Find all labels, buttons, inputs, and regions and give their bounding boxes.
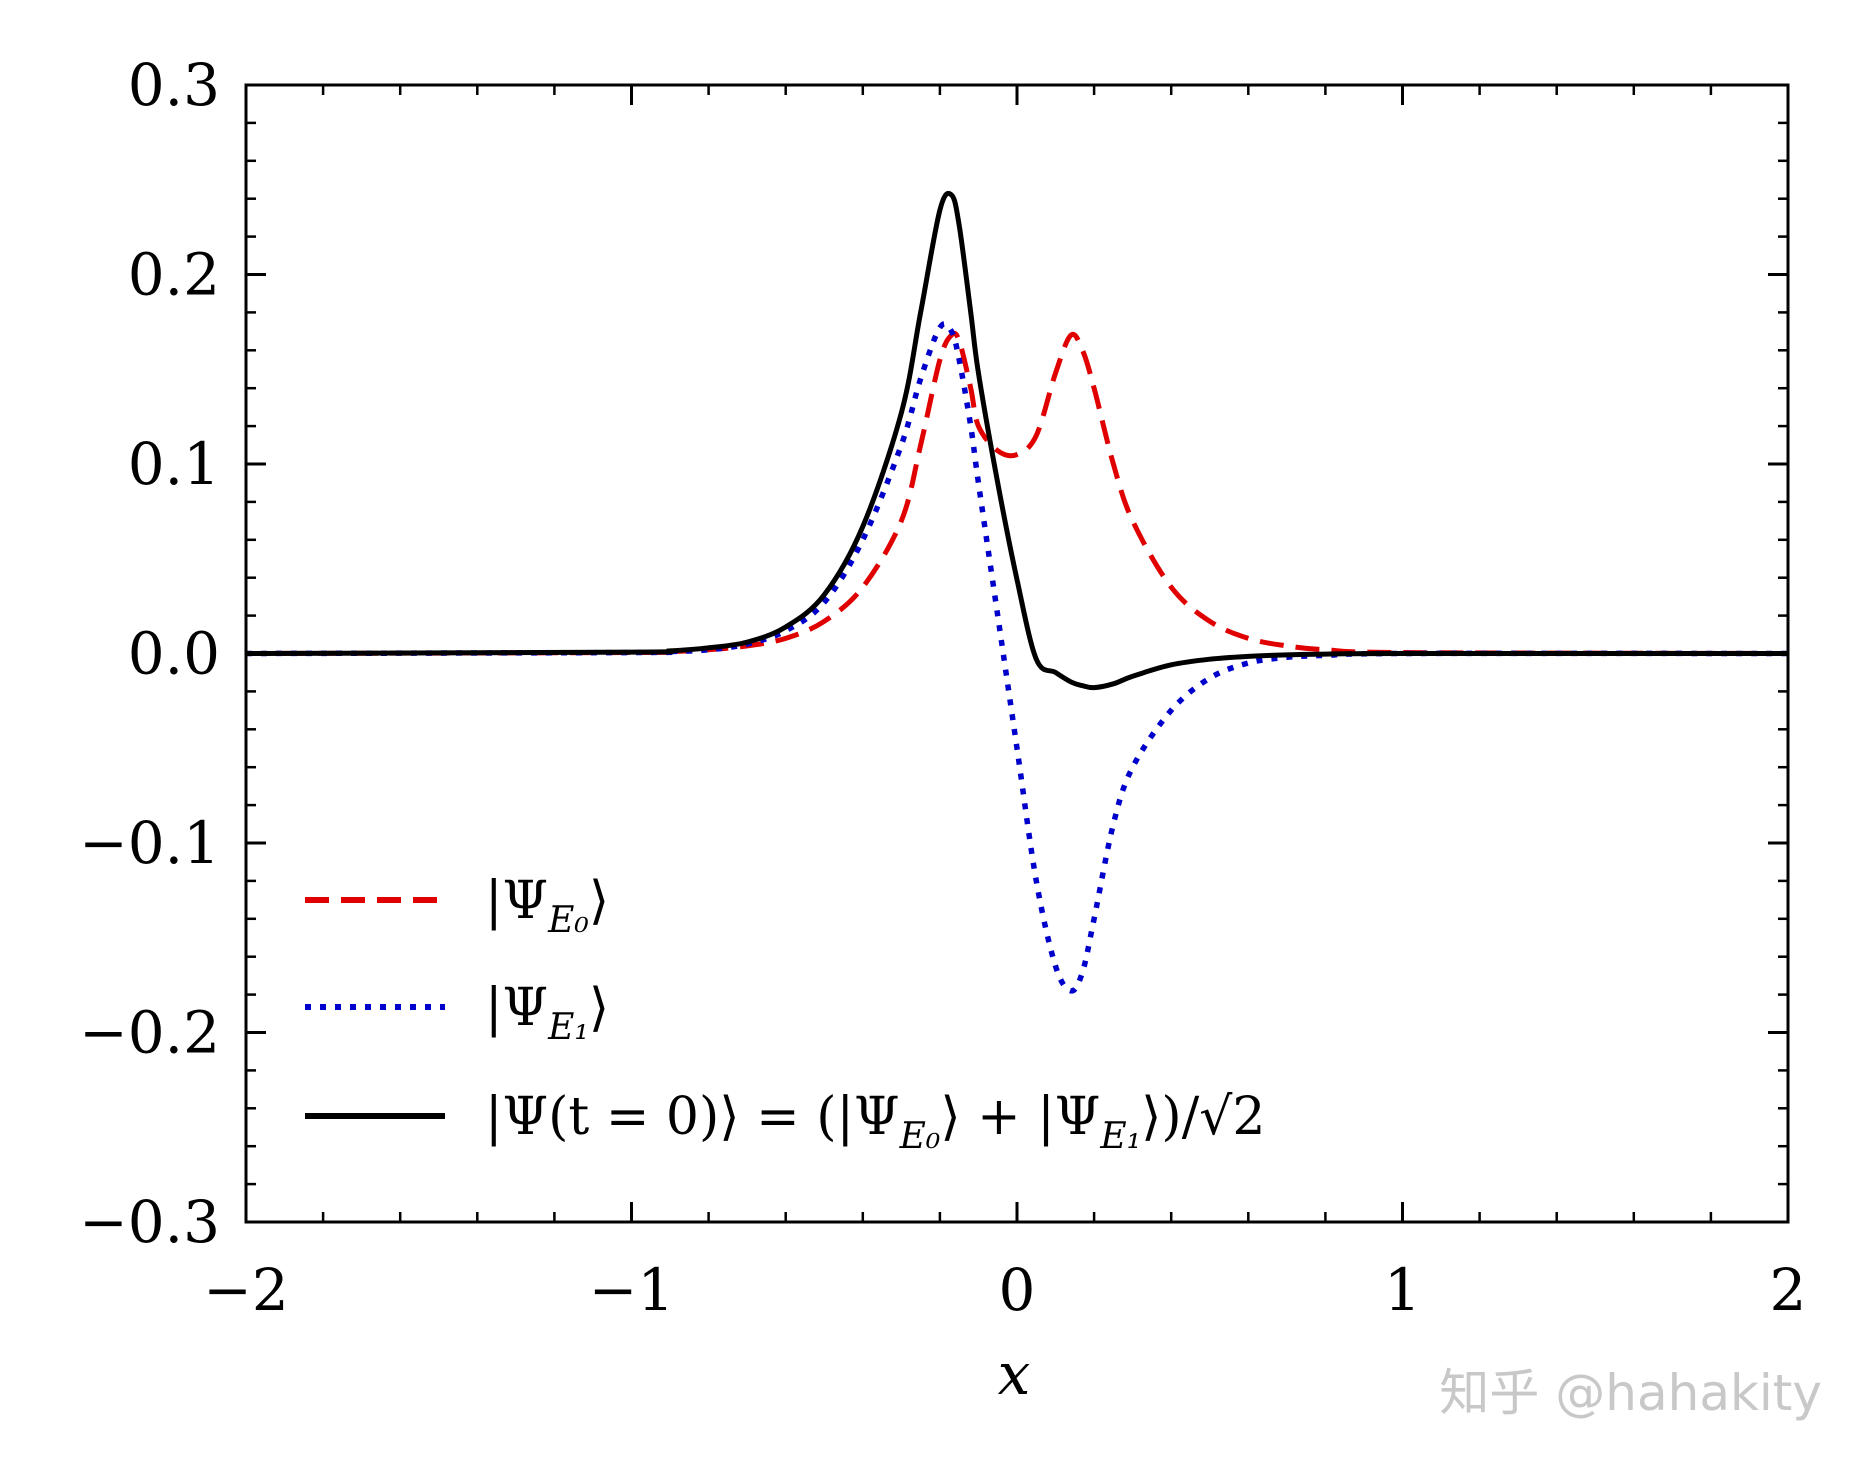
- plot-frame: [244, 83, 1790, 1224]
- legend-label-superposition: |Ψ(t = 0)⟩ = (|ΨE₀⟩ + |ΨE₁⟩)/√2: [485, 1087, 1265, 1157]
- x-tick-labels: −2 −1 0 1 2: [203, 1256, 1806, 1324]
- series-line-e1: [245, 321, 1789, 994]
- x-tick-label: −1: [589, 1256, 675, 1324]
- y-tick-label: −0.3: [79, 1188, 220, 1256]
- legend: |ΨE₀⟩ |ΨE₁⟩ |Ψ(t = 0)⟩ = (|ΨE₀⟩ + |ΨE₁⟩)…: [305, 871, 1265, 1157]
- legend-label-superposition-sub: E₀: [899, 1116, 941, 1157]
- legend-item-e1: |ΨE₁⟩: [305, 978, 609, 1048]
- x-tick-label: 2: [1770, 1256, 1807, 1324]
- legend-label-e1-prefix: |Ψ: [485, 978, 548, 1038]
- y-tick-label: 0.0: [128, 620, 220, 688]
- legend-label-e0-suffix: ⟩: [589, 871, 609, 931]
- series-line-superposition: [245, 190, 1789, 691]
- y-tick-label: 0.1: [128, 430, 220, 498]
- legend-label-superposition-sub2: E₁: [1099, 1116, 1141, 1157]
- legend-label-superposition-mid: ⟩ + |Ψ: [940, 1087, 1100, 1147]
- legend-label-e0: |ΨE₀⟩: [485, 871, 609, 941]
- x-tick-label: 1: [1384, 1256, 1421, 1324]
- legend-label-e1-sub: E₁: [547, 1007, 589, 1048]
- legend-label-e1: |ΨE₁⟩: [485, 978, 609, 1048]
- legend-label-e0-sub: E₀: [547, 900, 589, 941]
- plot-lines: [245, 190, 1789, 994]
- y-tick-label: −0.2: [79, 999, 220, 1067]
- y-tick-labels: −0.3 −0.2 −0.1 0.0 0.1 0.2 0.3: [79, 51, 220, 1256]
- x-axis-label: x: [998, 1340, 1031, 1408]
- y-tick-label: −0.1: [79, 809, 220, 877]
- legend-label-superposition-prefix: |Ψ(t = 0)⟩ = (|Ψ: [485, 1087, 900, 1147]
- legend-label-superposition-suffix: ⟩)/√2: [1141, 1087, 1265, 1147]
- x-tick-label: 0: [999, 1256, 1036, 1324]
- legend-label-e1-suffix: ⟩: [589, 978, 609, 1038]
- legend-label-e0-prefix: |Ψ: [485, 871, 548, 931]
- legend-item-e0: |ΨE₀⟩: [305, 871, 609, 941]
- y-tick-label: 0.2: [128, 241, 220, 309]
- y-tick-label: 0.3: [128, 51, 220, 119]
- x-tick-label: −2: [203, 1256, 289, 1324]
- watermark: 知乎 @hahakity: [1439, 1364, 1822, 1422]
- legend-item-superposition: |Ψ(t = 0)⟩ = (|ΨE₀⟩ + |ΨE₁⟩)/√2: [305, 1087, 1265, 1157]
